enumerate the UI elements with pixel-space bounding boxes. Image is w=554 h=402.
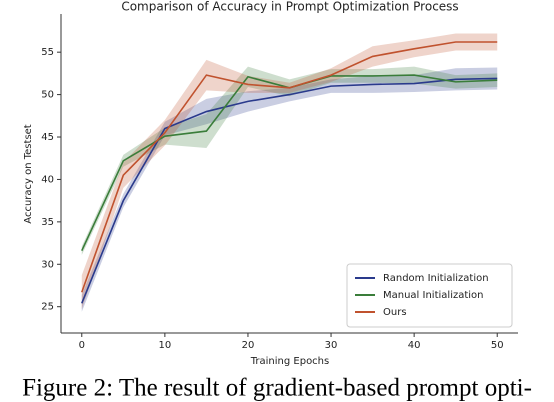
error-band	[81, 66, 498, 255]
x-tick-label: 10	[158, 340, 171, 351]
y-tick-label: 50	[41, 90, 54, 101]
caption: Figure 2: The result of gradient-based p…	[22, 375, 532, 402]
y-tick-label: 35	[41, 217, 54, 228]
y-axis-label: Accuracy on Testset	[23, 124, 34, 224]
x-tick-label: 30	[325, 340, 338, 351]
y-tick-label: 40	[41, 174, 54, 185]
y-tick-label: 25	[41, 302, 54, 313]
legend-label: Manual Initialization	[383, 290, 484, 301]
error-band	[81, 67, 498, 312]
error-band	[81, 33, 498, 310]
x-tick-label: 40	[408, 340, 421, 351]
x-tick-label: 20	[242, 340, 255, 351]
legend-box	[346, 263, 513, 328]
line	[81, 77, 498, 304]
x-axis-label: Training Epochs	[250, 356, 329, 367]
legend-label: Ours	[383, 307, 407, 318]
chart-title: Comparison of Accuracy in Prompt Optimiz…	[121, 0, 458, 14]
x-tick-label: 50	[491, 340, 504, 351]
legend-label: Random Initialization	[383, 273, 489, 284]
y-tick-label: 55	[41, 47, 54, 58]
x-tick-label: 0	[79, 340, 85, 351]
y-tick-label: 45	[41, 132, 54, 143]
line	[81, 41, 498, 293]
y-tick-label: 30	[41, 259, 54, 270]
